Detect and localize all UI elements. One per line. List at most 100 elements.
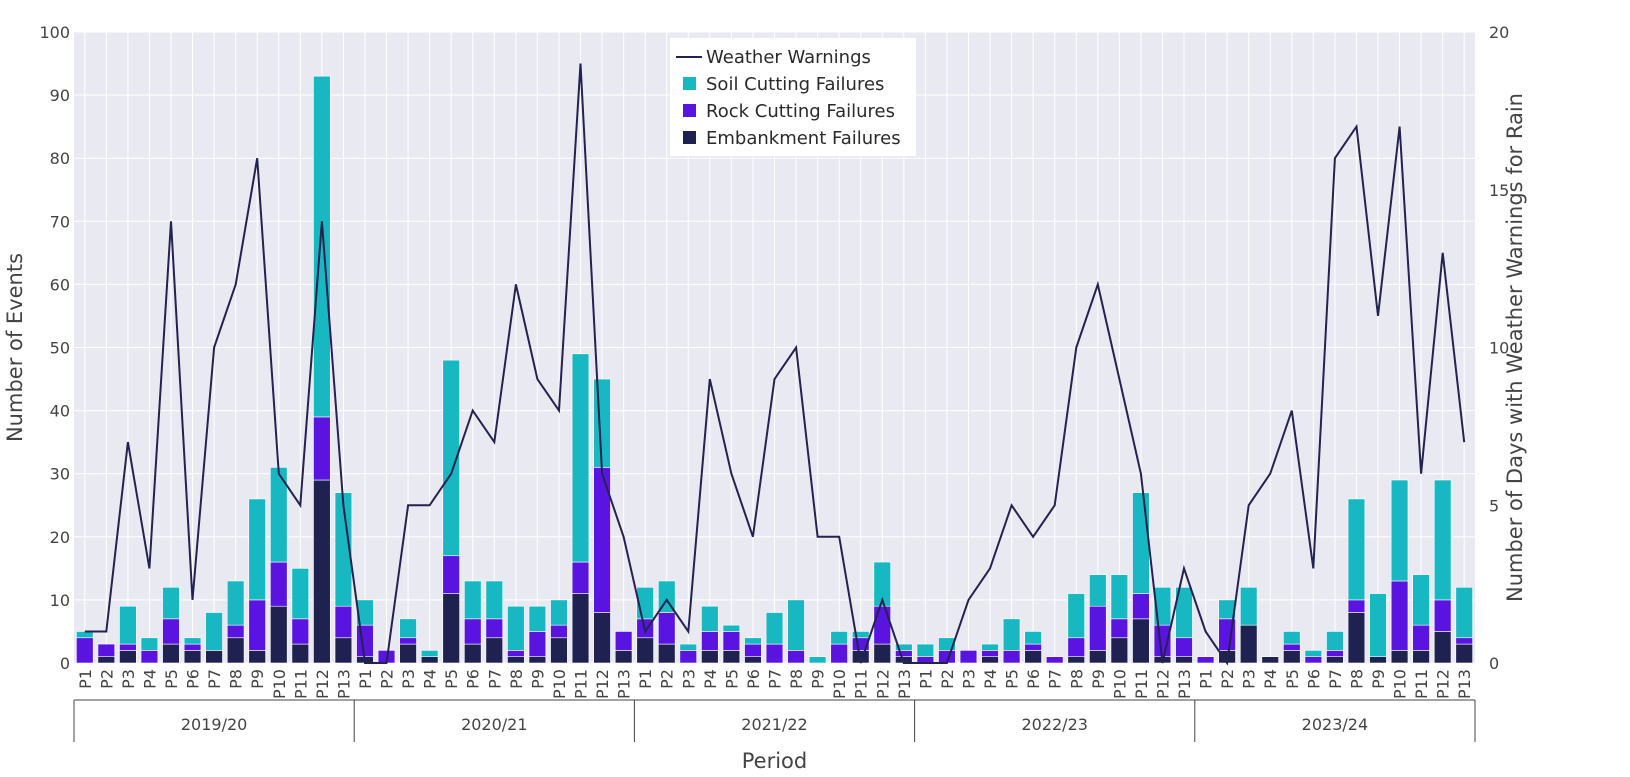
x-tick-label: P13: [615, 669, 634, 699]
x-tick-label: P4: [421, 669, 440, 689]
bar-rock: [895, 650, 913, 657]
bar-embankment: [1089, 650, 1107, 664]
bar-soil: [916, 643, 935, 657]
x-tick-label: P12: [1153, 669, 1172, 699]
x-tick-label: P11: [572, 669, 591, 699]
x-tick-label: P11: [852, 669, 871, 699]
bar-rock: [140, 650, 159, 664]
y2-tick-label: 5: [1489, 496, 1499, 515]
y-axis-title: Number of Events: [3, 253, 27, 442]
bar-soil: [528, 605, 547, 632]
bar-embankment: [291, 643, 310, 664]
bar-rock: [464, 618, 482, 645]
x-tick-label: P13: [895, 669, 914, 699]
bar-rock: [1045, 656, 1064, 664]
bar-rock: [356, 624, 374, 657]
bar-soil: [1218, 599, 1236, 620]
bar-soil: [938, 637, 956, 651]
bar-embankment: [1132, 618, 1150, 664]
y-tick-label: 90: [50, 86, 70, 105]
bar-rock: [399, 637, 417, 645]
x-tick-label: P12: [1434, 669, 1453, 699]
bar-embankment: [442, 593, 460, 664]
x-tick-label: P4: [981, 669, 1000, 689]
x-tick-label: P6: [464, 669, 483, 689]
legend-item-weather[interactable]: Weather Warnings: [676, 47, 871, 68]
x-tick-label: P1: [1197, 669, 1216, 689]
bar-rock: [76, 637, 94, 664]
x-tick-label: P13: [1455, 669, 1474, 699]
x-tick-label: P5: [162, 669, 181, 689]
bar-soil: [1412, 574, 1430, 626]
bar-rock: [614, 631, 633, 651]
bar-rock: [1175, 637, 1193, 657]
bar-rock: [119, 643, 137, 651]
bar-rock: [162, 618, 180, 645]
x-tick-label: P11: [291, 669, 310, 699]
bar-series: [76, 75, 1473, 664]
bar-rock: [507, 650, 525, 657]
bar-soil: [226, 580, 245, 626]
weather-warnings-line-layer: [84, 63, 1466, 666]
bar-embankment: [1283, 650, 1301, 664]
bar-embankment: [485, 637, 504, 664]
legend-item-soil[interactable]: Soil Cutting Failures: [683, 74, 884, 95]
bar-soil: [140, 637, 159, 651]
bar-rock: [1455, 637, 1473, 645]
y-tick-label: 80: [50, 149, 70, 168]
y2-tick-label: 20: [1489, 23, 1509, 42]
legend-item-embankment[interactable]: Embankment Failures: [683, 128, 901, 149]
legend-item-rock[interactable]: Rock Cutting Failures: [683, 101, 895, 122]
x-group-label: 2021/22: [741, 715, 807, 734]
bar-rock: [744, 643, 762, 657]
bar-soil: [550, 599, 568, 626]
bar-rock: [1132, 593, 1150, 620]
x-tick-label: P6: [744, 669, 763, 689]
legend[interactable]: Weather Warnings Soil Cutting Failures R…: [670, 38, 916, 156]
bar-soil: [313, 75, 331, 418]
legend-background: [670, 38, 916, 156]
x-tick-label: P8: [1067, 669, 1086, 689]
x-tick-label: P13: [1175, 669, 1194, 699]
bar-rock: [1326, 650, 1344, 657]
bar-embankment: [1412, 650, 1430, 664]
y-axis-right: 0 5 10 15 20: [1489, 23, 1509, 673]
bar-soil: [464, 580, 482, 620]
bar-rock: [787, 650, 805, 664]
bar-soil: [571, 353, 590, 563]
bar-rock: [550, 624, 568, 639]
bar-rock: [1412, 624, 1430, 651]
bar-soil: [183, 637, 202, 645]
bar-embankment: [270, 605, 288, 664]
x-tick-label: P4: [140, 669, 159, 689]
bar-soil: [1390, 479, 1409, 582]
x-tick-label: P8: [1347, 669, 1366, 689]
x-tick-label: P5: [1003, 669, 1022, 689]
x-tick-label: P11: [1132, 669, 1151, 699]
weather-warnings-line: [84, 63, 1466, 666]
bar-rock: [571, 561, 590, 594]
bar-soil: [1089, 574, 1107, 607]
bar-embankment: [744, 656, 762, 664]
bar-embankment: [593, 612, 611, 664]
bar-embankment: [571, 593, 590, 664]
bar-rock: [1024, 643, 1042, 651]
bar-rock: [528, 631, 547, 657]
bar-soil: [1326, 631, 1344, 651]
bar-rock: [97, 643, 116, 657]
x-tick-label: P7: [205, 669, 224, 689]
bar-soil: [119, 605, 137, 645]
x-tick-label: P10: [270, 669, 289, 699]
bar-rock: [658, 612, 676, 645]
x-group-label: 2023/24: [1302, 715, 1368, 734]
bar-soil: [399, 618, 417, 639]
y2-axis-title: Number of Days with Weather Warnings for…: [1503, 93, 1527, 602]
bar-embankment: [1455, 643, 1473, 664]
bar-embankment: [873, 643, 891, 664]
bar-rock: [722, 631, 741, 651]
bar-soil: [76, 631, 94, 639]
bar-soil: [442, 359, 460, 557]
bar-embankment: [1390, 650, 1409, 664]
